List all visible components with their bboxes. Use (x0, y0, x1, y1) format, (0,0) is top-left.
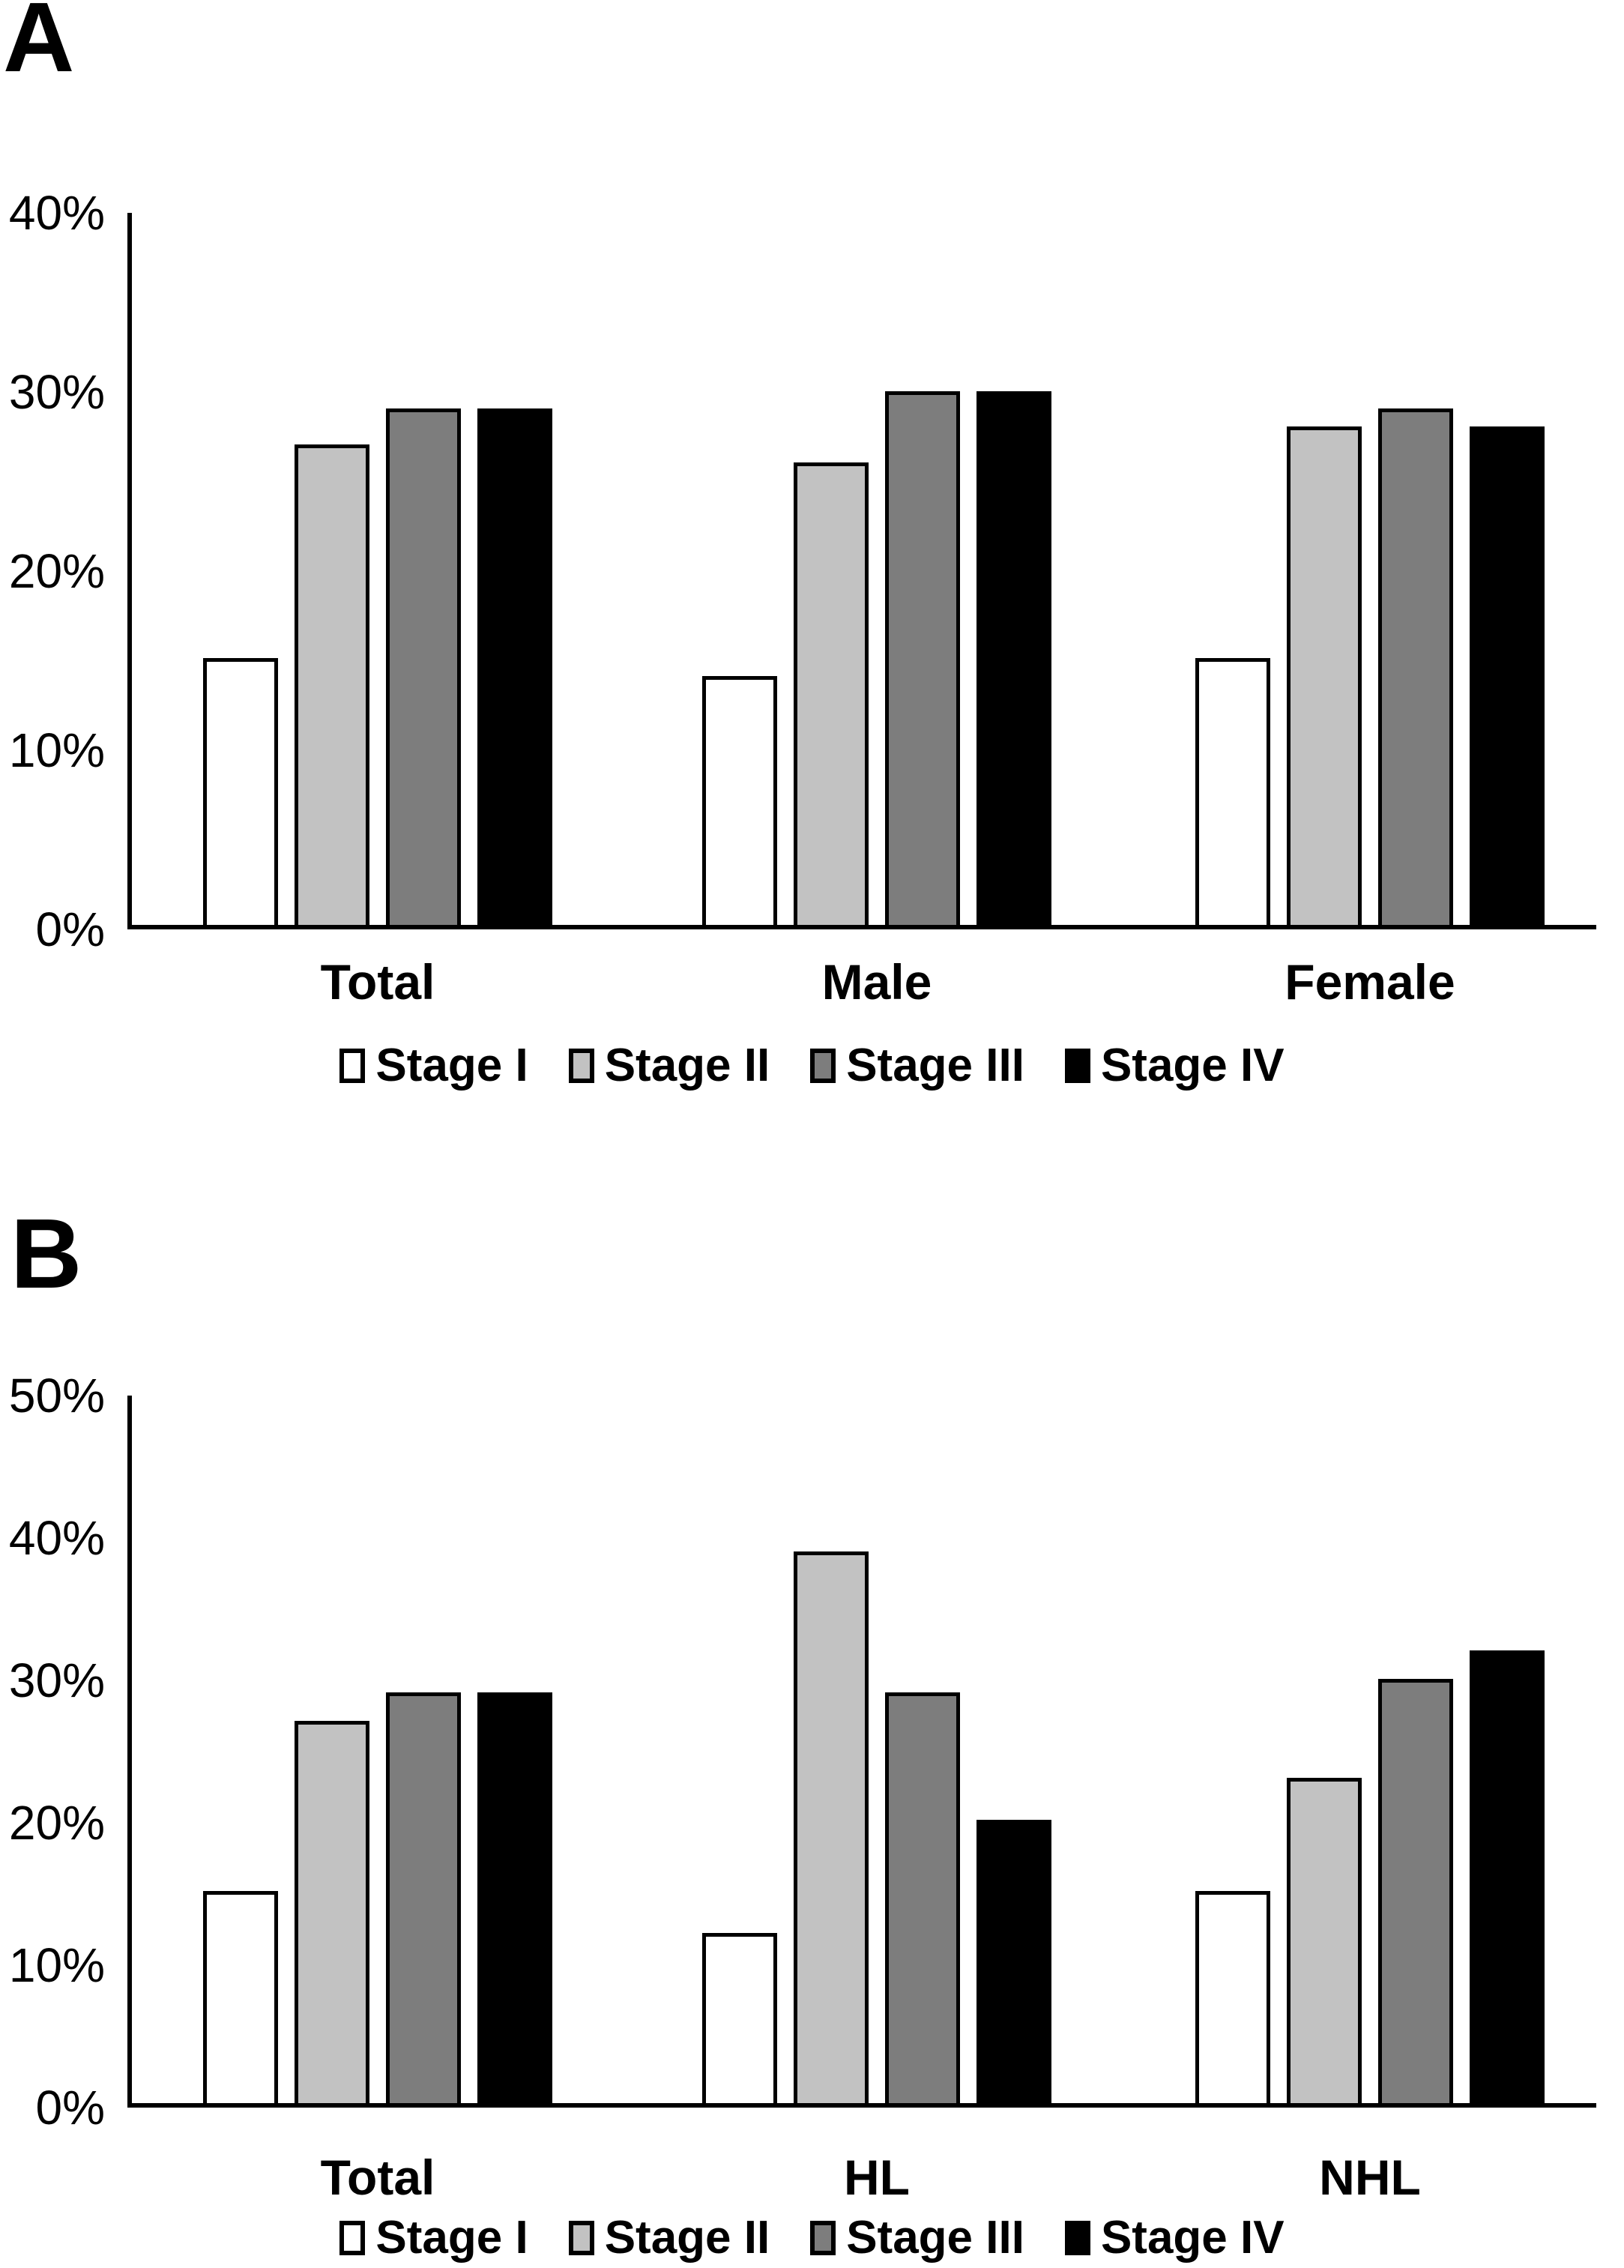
category-label-female: Female (1285, 954, 1455, 1010)
bar-group-nhl (1195, 1396, 1545, 2103)
category-label-total: Total (320, 954, 435, 1010)
bar-stage-iv-nhl (1470, 1650, 1545, 2103)
category-axis: Total HL NHL (132, 2147, 1601, 2207)
plot-area (127, 1396, 1596, 2108)
legend-swatch-stage-i (339, 2220, 366, 2255)
legend-label-stage-iii: Stage III (846, 1040, 1024, 1091)
y-tick-label-30: 30% (8, 1653, 105, 1707)
bar-stage-i-female (1195, 657, 1270, 925)
legend-item-stage-i: Stage I (339, 1039, 528, 1092)
legend-swatch-stage-i (339, 1048, 366, 1083)
bar-stage-iii-total (386, 1692, 461, 2103)
bar-stage-i-hl (702, 1933, 777, 2103)
bar-stage-ii-total (295, 444, 369, 925)
legend-swatch-stage-ii (568, 1048, 594, 1083)
bar-group-male (702, 213, 1051, 925)
bar-stage-iii-total (386, 408, 461, 925)
legend-label-stage-ii: Stage II (604, 2212, 770, 2264)
y-tick-label-20: 20% (8, 544, 105, 598)
legend-swatch-stage-iv (1064, 1048, 1090, 1083)
bar-stage-i-male (702, 675, 777, 925)
bar-group-female (1195, 213, 1545, 925)
plot-area (127, 213, 1596, 929)
bar-stage-iv-female (1470, 426, 1545, 925)
bar-stage-ii-total (295, 1721, 369, 2103)
legend-label-stage-iii: Stage III (846, 2212, 1024, 2264)
legend-swatch-stage-iii (810, 1048, 836, 1083)
category-label-nhl: NHL (1319, 2150, 1421, 2205)
y-tick-label-10: 10% (8, 1938, 105, 1992)
bar-stage-ii-hl (794, 1551, 869, 2103)
legend-item-stage-ii: Stage II (568, 1039, 770, 1092)
category-label-male: Male (821, 954, 932, 1010)
bar-stage-iv-male (976, 390, 1051, 925)
legend-label-stage-i: Stage I (375, 2212, 528, 2264)
bar-stage-iv-total (477, 1692, 552, 2103)
y-tick-label-40: 40% (8, 1511, 105, 1565)
category-label-total: Total (320, 2150, 435, 2205)
legend-item-stage-iii: Stage III (810, 2211, 1024, 2264)
legend: Stage I Stage II Stage III Stage IV (0, 1039, 1624, 1092)
panel-letter-a: A (3, 0, 75, 92)
legend-item-stage-ii: Stage II (568, 2211, 770, 2264)
y-axis-labels: 50% 40% 30% 20% 10% 0% (0, 1369, 112, 2135)
bar-stage-i-total (203, 1890, 278, 2103)
panel-a: A 40% 30% 20% 10% 0% Total Male Female Stage I… (0, 0, 1624, 1092)
legend-item-stage-iv: Stage IV (1064, 2211, 1285, 2264)
y-tick-label-0: 0% (35, 2081, 106, 2135)
bar-stage-iii-hl (885, 1692, 960, 2103)
legend-swatch-stage-iii (810, 2220, 836, 2255)
bar-stage-ii-male (794, 462, 869, 925)
legend-label-stage-iv: Stage IV (1100, 1040, 1285, 1091)
y-axis-labels: 40% 30% 20% 10% 0% (0, 186, 112, 956)
bar-stage-iv-total (477, 408, 552, 925)
bar-group-total (203, 1396, 552, 2103)
panel-letter-b: B (10, 1198, 82, 1309)
bar-stage-iii-male (885, 390, 960, 925)
bar-stage-iii-female (1378, 408, 1453, 925)
legend-label-stage-i: Stage I (375, 1040, 528, 1091)
y-tick-label-0: 0% (35, 902, 106, 956)
bar-group-hl (702, 1396, 1051, 2103)
bar-stage-i-nhl (1195, 1890, 1270, 2103)
bar-stage-iii-nhl (1378, 1678, 1453, 2103)
legend-label-stage-ii: Stage II (604, 1040, 770, 1091)
y-tick-label-30: 30% (8, 365, 105, 419)
y-tick-label-20: 20% (8, 1796, 105, 1850)
y-tick-label-10: 10% (8, 723, 105, 777)
category-axis: Total Male Female (132, 952, 1601, 1012)
legend: Stage I Stage II Stage III Stage IV (0, 2211, 1624, 2264)
bar-stage-ii-female (1287, 426, 1362, 925)
bar-stage-iv-hl (976, 1820, 1051, 2103)
category-label-hl: HL (844, 2150, 910, 2205)
legend-item-stage-iii: Stage III (810, 1039, 1024, 1092)
legend-item-stage-iv: Stage IV (1064, 1039, 1285, 1092)
y-tick-label-50: 50% (8, 1369, 105, 1423)
y-tick-label-40: 40% (8, 186, 105, 240)
legend-swatch-stage-ii (568, 2220, 594, 2255)
legend-item-stage-i: Stage I (339, 2211, 528, 2264)
bar-stage-ii-nhl (1287, 1777, 1362, 2103)
legend-label-stage-iv: Stage IV (1100, 2212, 1285, 2264)
panel-b: B 50% 40% 30% 20% 10% 0% Total HL NHL Stage I St… (0, 1134, 1624, 2268)
legend-swatch-stage-iv (1064, 2220, 1090, 2255)
bar-group-total (203, 213, 552, 925)
bar-stage-i-total (203, 657, 278, 925)
